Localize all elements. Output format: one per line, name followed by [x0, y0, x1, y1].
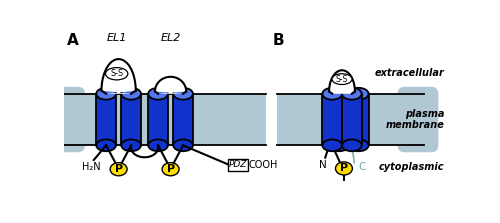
Text: A: A: [67, 33, 78, 48]
Ellipse shape: [342, 88, 361, 100]
Text: cytoplasmic: cytoplasmic: [378, 161, 444, 171]
Ellipse shape: [336, 162, 352, 175]
Text: H₂N: H₂N: [82, 162, 101, 172]
Bar: [96, 94, 116, 145]
Bar: [74, 94, 266, 145]
Polygon shape: [155, 77, 186, 94]
Ellipse shape: [106, 68, 128, 80]
Polygon shape: [102, 59, 136, 94]
Bar: [322, 94, 342, 145]
Ellipse shape: [349, 139, 368, 151]
Text: N: N: [320, 160, 327, 170]
Ellipse shape: [162, 163, 179, 176]
Ellipse shape: [148, 88, 168, 100]
Ellipse shape: [96, 139, 116, 151]
Text: C: C: [358, 161, 366, 171]
Ellipse shape: [330, 139, 349, 151]
Bar: [278, 94, 408, 145]
Text: extracellular: extracellular: [374, 68, 444, 78]
Text: EL1: EL1: [106, 33, 127, 43]
Ellipse shape: [342, 139, 361, 151]
FancyBboxPatch shape: [50, 87, 85, 152]
Text: B: B: [272, 33, 284, 48]
Ellipse shape: [122, 139, 141, 151]
Bar: [330, 94, 349, 145]
Ellipse shape: [110, 163, 127, 176]
Ellipse shape: [332, 74, 352, 85]
Polygon shape: [329, 70, 355, 94]
Ellipse shape: [148, 139, 168, 151]
Ellipse shape: [322, 88, 342, 100]
Bar: [342, 94, 361, 145]
Text: P: P: [340, 163, 348, 173]
Bar: [148, 94, 168, 145]
Ellipse shape: [174, 139, 193, 151]
Text: COOH: COOH: [248, 160, 278, 169]
Ellipse shape: [330, 88, 349, 100]
Bar: [174, 94, 193, 145]
Text: plasma
membrane: plasma membrane: [386, 109, 444, 130]
Text: EL2: EL2: [160, 33, 181, 43]
Text: S-S: S-S: [110, 69, 123, 78]
Ellipse shape: [349, 88, 368, 100]
Bar: [122, 94, 141, 145]
FancyBboxPatch shape: [398, 87, 438, 152]
Ellipse shape: [322, 139, 342, 151]
FancyBboxPatch shape: [228, 159, 248, 171]
Text: P: P: [114, 164, 122, 174]
Text: P: P: [166, 164, 174, 174]
Text: S-S: S-S: [336, 75, 348, 84]
Ellipse shape: [122, 88, 141, 100]
Ellipse shape: [96, 88, 116, 100]
Text: PDZ: PDZ: [228, 160, 247, 169]
Ellipse shape: [174, 88, 193, 100]
Bar: [349, 94, 368, 145]
